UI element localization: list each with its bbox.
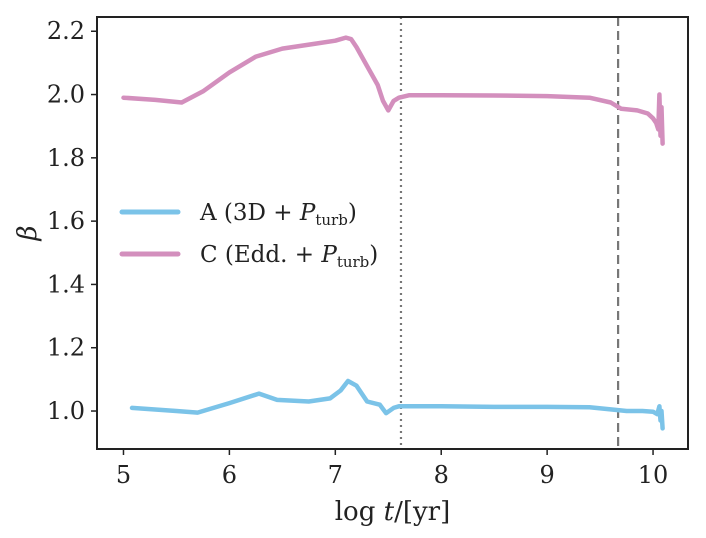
legend-label-c-main: C (Edd. + (200, 242, 321, 268)
y-tick-label: 2.0 (47, 81, 85, 109)
x-axis-label: log t/[yr] (335, 497, 451, 527)
legend-label-c: C (Edd. + Pturb) (200, 242, 378, 271)
series-line-a (129, 378, 665, 431)
plot-area (121, 17, 665, 449)
legend-label-a: A (3D + Pturb) (199, 200, 357, 229)
x-tick-label: 8 (434, 461, 449, 489)
x-axis-label-unit: /[yr] (394, 497, 450, 527)
legend-label-c-end: ) (369, 242, 378, 268)
axes-frame (96, 16, 689, 450)
series-line-c (121, 35, 665, 146)
x-tick-label: 10 (638, 461, 669, 489)
legend-label-c-var: P (320, 242, 337, 268)
x-tick-label: 9 (539, 461, 554, 489)
x-tick-label: 7 (328, 461, 343, 489)
x-axis-label-t: t (384, 497, 395, 527)
y-tick-label: 2.2 (47, 17, 85, 45)
y-tick-label: 1.0 (47, 397, 85, 425)
legend-label-a-sub: turb (315, 211, 347, 229)
tick-layer: 5 6 7 8 9 10 1.0 1.2 1.4 1.6 1.8 2.0 2.2 (47, 17, 668, 489)
x-tick-label: 5 (116, 461, 131, 489)
y-axis-label: β (13, 225, 43, 241)
legend-label-a-main: A (3D + (199, 200, 300, 226)
legend-label-c-sub: turb (337, 253, 369, 271)
legend: A (3D + Pturb) C (Edd. + Pturb) (119, 200, 378, 271)
y-tick-label: 1.8 (47, 144, 85, 172)
legend-label-a-end: ) (348, 200, 357, 226)
x-axis-label-log: log (335, 497, 384, 527)
y-tick-label: 1.4 (47, 270, 85, 298)
x-tick-label: 6 (222, 461, 237, 489)
y-tick-label: 1.6 (47, 207, 85, 235)
y-tick-label: 1.2 (47, 334, 85, 362)
legend-label-a-var: P (299, 200, 316, 226)
